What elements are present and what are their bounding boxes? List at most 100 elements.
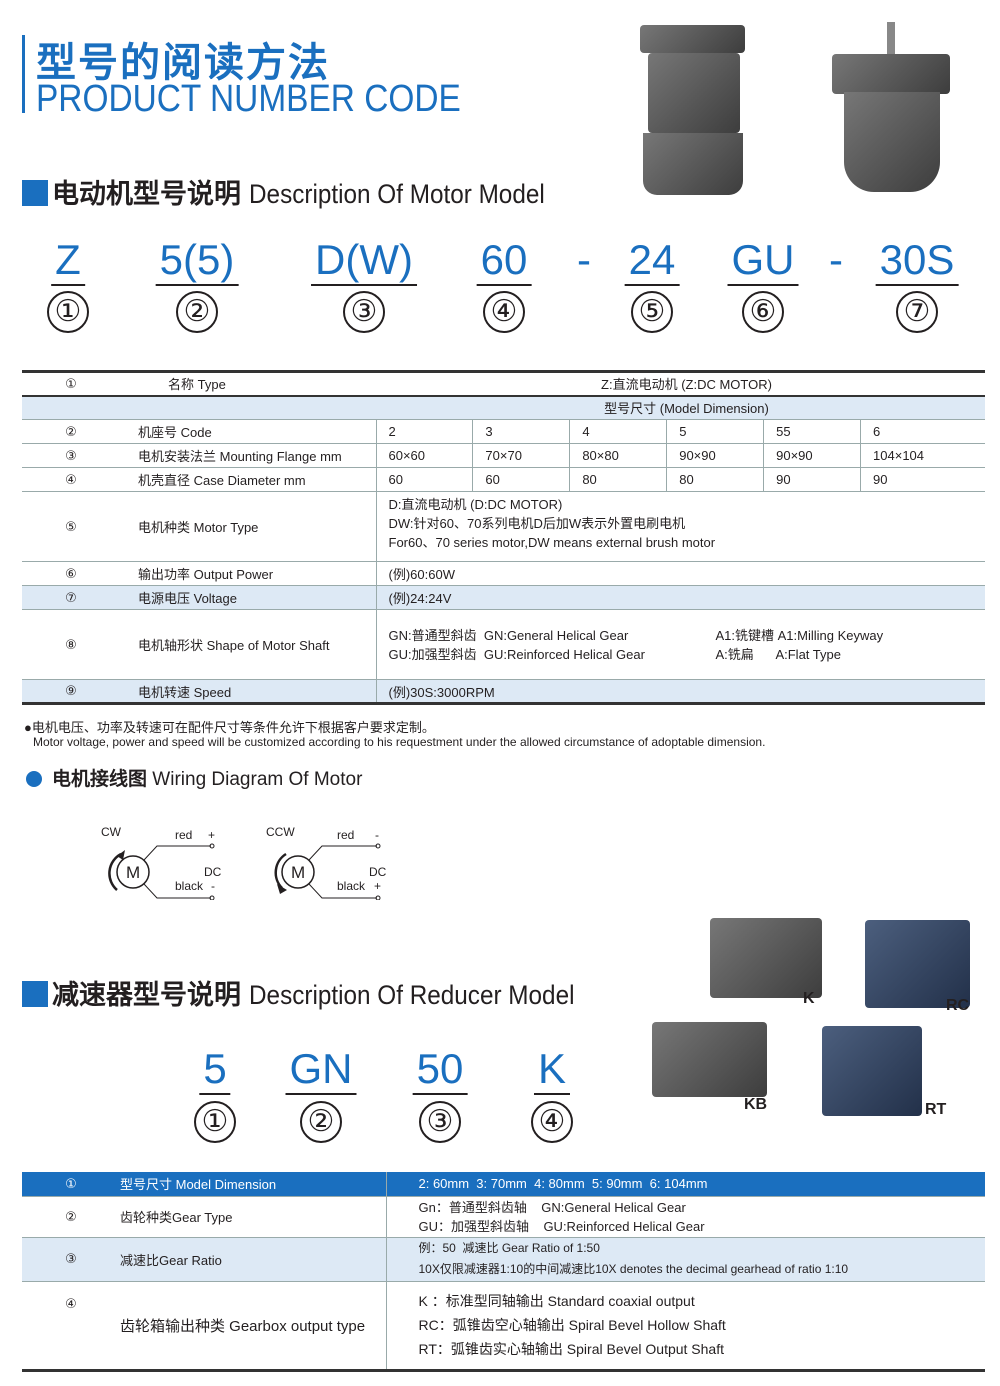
svg-text:DC: DC	[369, 865, 387, 879]
cell: 6	[860, 419, 985, 444]
motor-model-table: ① 名称 Type Z:直流电动机 (Z:DC MOTOR) 型号尺寸 (Model…	[22, 370, 985, 705]
image-label: K	[803, 990, 815, 1007]
title-accent-bar	[22, 35, 25, 113]
svg-text:M: M	[126, 863, 140, 882]
row-name: 电机种类 Motor Type	[120, 491, 377, 562]
svg-text:-: -	[375, 828, 379, 842]
svg-text:red: red	[175, 828, 192, 842]
motor-image-2	[832, 22, 950, 192]
reducer-image-rt	[822, 1026, 922, 1116]
code-part: 24	[624, 236, 680, 286]
square-bullet-icon	[22, 180, 48, 206]
cell: 90×90	[666, 443, 765, 468]
page-title-cn: 型号的阅读方法	[36, 41, 330, 85]
ccw-arrow-icon	[274, 852, 287, 889]
table-row: ⑨ 电机转速 Speed (例)30S:3000RPM	[22, 679, 985, 704]
cell: 2	[376, 419, 474, 444]
row-name: 机座号 Code	[120, 419, 377, 444]
cell: 60	[376, 467, 474, 492]
table-row: ② 齿轮种类Gear Type Gn：普通型斜齿轴 GN:General Helic…	[22, 1196, 985, 1238]
row-number: ③	[22, 1237, 120, 1282]
motor-symbol	[281, 855, 315, 889]
row-name: 电机安装法兰 Mounting Flange mm	[120, 443, 377, 468]
row-number: ⑧	[22, 609, 120, 680]
dimension-header: 型号尺寸 (Model Dimension)	[376, 395, 985, 420]
cw-arrow-icon	[108, 852, 122, 891]
table-row: ① 型号尺寸 Model Dimension 2: 60mm 3: 70mm 4: …	[22, 1172, 985, 1197]
code-part: 60	[476, 236, 532, 286]
cell: 55	[763, 419, 862, 444]
svg-text:-: -	[211, 879, 215, 893]
reducer-image-k	[710, 918, 822, 998]
table-row: ⑤ 电机种类 Motor Type D:直流电动机 (D:DC MOTOR) DW:…	[22, 491, 985, 562]
table-row: ③ 减速比Gear Ratio 例：50 减速比 Gear Ratio of 1:5…	[22, 1237, 985, 1282]
cell: 104×104	[860, 443, 985, 468]
table-row: ④ 齿轮箱输出种类 Gearbox output type K ：标准型同轴输出 S…	[22, 1281, 985, 1371]
code-part: GU	[727, 236, 799, 286]
code-part: GN	[285, 1045, 357, 1095]
code-separator: -	[577, 236, 591, 283]
svg-text:red: red	[337, 828, 354, 842]
table-row: ③ 电机安装法兰 Mounting Flange mm 60×60 70×70 80×…	[22, 443, 985, 468]
row-number: ④	[22, 467, 120, 492]
row-name: 电机转速 Speed	[120, 679, 377, 704]
row-number: ⑤	[22, 491, 120, 562]
cell: 90	[763, 467, 862, 492]
row-number: ②	[22, 419, 120, 444]
row-number: ①	[22, 371, 120, 396]
motor-image-1	[640, 25, 745, 195]
image-label: KB	[744, 1096, 768, 1113]
number-circle: ②	[176, 291, 218, 333]
table-row: ④ 机壳直径 Case Diameter mm 60 60 80 80 90 90	[22, 467, 985, 492]
code-separator: -	[829, 236, 843, 283]
svg-text:black: black	[337, 879, 366, 893]
cell: GN:普通型斜齿 GN:General Helical Gear GU:加强型斜齿…	[376, 609, 985, 680]
row-value: Z:直流电动机 (Z:DC MOTOR)	[376, 371, 985, 397]
number-circle: ⑦	[896, 291, 938, 333]
ccw-label: CCW	[266, 825, 295, 839]
cell: 例：50 减速比 Gear Ratio of 1:50 10X仅限减速器1:10的…	[386, 1237, 985, 1282]
reducer-model-table: ① 型号尺寸 Model Dimension 2: 60mm 3: 70mm 4: …	[22, 1172, 985, 1372]
row-name: 名称 Type	[120, 371, 376, 397]
number-circle: ④	[483, 291, 525, 333]
code-part: 30S	[875, 236, 959, 286]
number-circle: ⑥	[742, 291, 784, 333]
circle-bullet-icon	[26, 771, 42, 787]
svg-text:DC: DC	[204, 865, 222, 879]
wiring-diagram: CW red + DC black - M CCW red - DC black + M	[101, 825, 387, 900]
row-name: 电源电压 Voltage	[120, 585, 377, 610]
number-circle: ③	[343, 291, 385, 333]
cell: 90×90	[763, 443, 862, 468]
cell: Gn：普通型斜齿轴 GN:General Helical Gear GU：加强型斜…	[386, 1196, 985, 1238]
number-circle: ①	[47, 291, 89, 333]
row-name: 输出功率 Output Power	[120, 561, 377, 586]
reducer-section-title: 减速器型号说明 Description Of Reducer Model	[22, 973, 610, 1012]
row-name: 减速比Gear Ratio	[120, 1237, 387, 1282]
number-circle: ①	[194, 1101, 236, 1143]
cell: 3	[472, 419, 571, 444]
reducer-image-kb	[652, 1022, 767, 1097]
row-number: ④	[22, 1281, 120, 1371]
number-circle: ③	[419, 1101, 461, 1143]
image-label: RC	[946, 997, 970, 1014]
code-part: 5(5)	[155, 236, 239, 286]
table-row: ⑧ 电机轴形状 Shape of Motor Shaft GN:普通型斜齿 GN:…	[22, 609, 985, 680]
cw-label: CW	[101, 825, 122, 839]
row-name: 齿轮箱输出种类 Gearbox output type	[120, 1281, 387, 1370]
cell: D:直流电动机 (D:DC MOTOR) DW:针对60、70系列电机D后加W表示…	[376, 491, 985, 562]
cell: 70×70	[472, 443, 571, 468]
row-number: ③	[22, 443, 120, 468]
cell: 4	[569, 419, 668, 444]
row-number: ⑨	[22, 679, 120, 704]
row-number: ②	[22, 1196, 120, 1238]
wiring-title: 电机接线图 Wiring Diagram Of Motor	[26, 764, 362, 791]
row-number: ⑦	[22, 585, 120, 610]
number-circle: ④	[531, 1101, 573, 1143]
row-name: 机壳直径 Case Diameter mm	[120, 467, 377, 492]
motor-section-title: 电动机型号说明 Description Of Motor Model	[22, 172, 577, 211]
cell: 5	[666, 419, 765, 444]
svg-text:black: black	[175, 879, 204, 893]
cell: (例)60:60W	[376, 561, 985, 586]
code-part: D(W)	[311, 236, 417, 286]
cell: 60×60	[376, 443, 474, 468]
